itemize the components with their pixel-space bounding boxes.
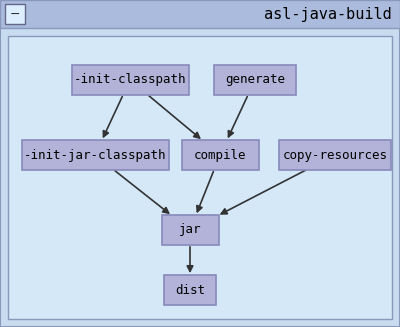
Text: compile: compile xyxy=(194,148,246,162)
FancyBboxPatch shape xyxy=(164,275,216,305)
FancyBboxPatch shape xyxy=(279,140,391,170)
FancyBboxPatch shape xyxy=(22,140,168,170)
Text: copy-resources: copy-resources xyxy=(282,148,388,162)
FancyBboxPatch shape xyxy=(72,65,188,95)
Text: dist: dist xyxy=(175,284,205,297)
Text: -init-classpath: -init-classpath xyxy=(74,74,186,87)
Text: −: − xyxy=(10,8,20,21)
FancyBboxPatch shape xyxy=(182,140,258,170)
Bar xyxy=(0,0,400,28)
Bar xyxy=(8,36,392,319)
FancyBboxPatch shape xyxy=(162,215,218,245)
Text: jar: jar xyxy=(179,223,201,236)
Text: generate: generate xyxy=(225,74,285,87)
Text: asl-java-build: asl-java-build xyxy=(264,7,392,22)
FancyBboxPatch shape xyxy=(214,65,296,95)
Bar xyxy=(5,4,25,24)
Text: -init-jar-classpath: -init-jar-classpath xyxy=(24,148,166,162)
